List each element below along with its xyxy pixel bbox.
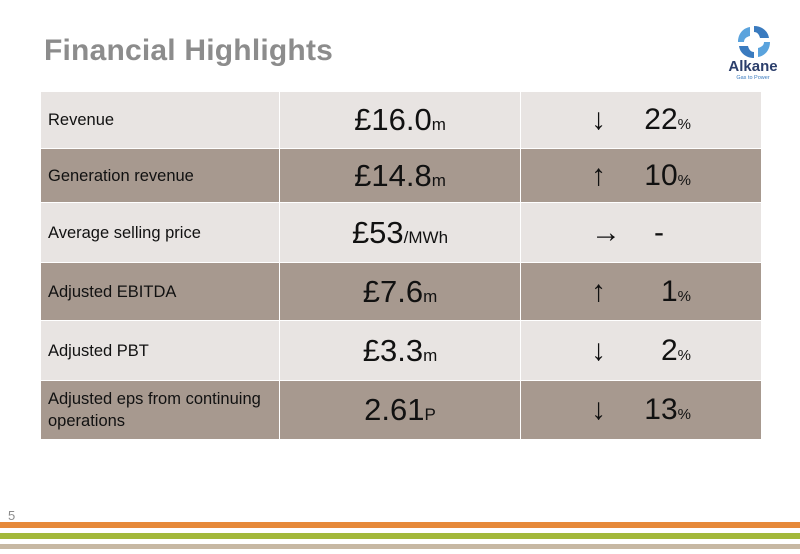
- change-unit: %: [677, 346, 691, 364]
- change-unit: %: [677, 406, 691, 423]
- alkane-logo-icon: [738, 26, 770, 58]
- row-label: Adjusted PBT: [40, 320, 280, 381]
- arrow-right-icon: →: [591, 215, 621, 249]
- change-amount: -: [654, 215, 664, 249]
- row-value: 2.61P: [279, 380, 521, 440]
- value-unit: m: [431, 115, 446, 134]
- change-amount: 2: [660, 333, 678, 367]
- value-unit: m: [431, 170, 446, 190]
- row-change: → -: [520, 202, 762, 263]
- row-change: ↓ 13%: [520, 380, 762, 440]
- change-unit: %: [677, 171, 691, 189]
- value-amount: £3.3: [362, 332, 424, 368]
- arrow-up-icon: ↑: [591, 158, 606, 192]
- value-amount: 2.61: [364, 392, 425, 427]
- arrow-down-icon: ↓: [591, 393, 606, 426]
- row-change: ↓ 22%: [520, 91, 762, 149]
- value-unit: P: [424, 405, 436, 424]
- row-value: £53/MWh: [279, 202, 521, 263]
- table-row: Adjusted eps from continuing operations …: [40, 380, 762, 440]
- footer-stripe-green: [0, 533, 800, 539]
- table-row: Adjusted PBT £3.3m ↓ 2%: [40, 320, 762, 381]
- row-label: Average selling price: [40, 202, 280, 263]
- row-value: £3.3m: [279, 320, 521, 381]
- slide-title: Financial Highlights: [44, 34, 334, 67]
- financial-highlights-table: Revenue £16.0m ↓ 22% Generation revenue £…: [40, 91, 762, 440]
- arrow-up-icon: ↑: [591, 274, 606, 308]
- value-amount: £53: [351, 214, 404, 250]
- row-change: ↓ 2%: [520, 320, 762, 381]
- change-amount: 1: [660, 274, 678, 308]
- table-row: Average selling price £53/MWh → -: [40, 202, 762, 263]
- logo-tagline: Gas to Power: [736, 75, 770, 81]
- row-label: Adjusted EBITDA: [40, 262, 280, 321]
- change-unit: %: [677, 116, 691, 133]
- arrow-down-icon: ↓: [591, 333, 606, 367]
- row-value: £16.0m: [279, 91, 521, 149]
- value-amount: £14.8: [354, 157, 432, 193]
- logo-name: Alkane: [728, 58, 778, 75]
- table-row: Revenue £16.0m ↓ 22%: [40, 91, 762, 149]
- change-amount: 13: [644, 393, 678, 426]
- value-unit: /MWh: [403, 227, 449, 247]
- change-unit: %: [677, 287, 691, 305]
- row-label: Adjusted eps from continuing operations: [40, 380, 280, 440]
- value-unit: m: [423, 286, 438, 306]
- row-label: Revenue: [40, 91, 280, 149]
- footer-stripe-tan: [0, 544, 800, 549]
- value-amount: £16.0: [354, 102, 432, 137]
- company-logo: Alkane Gas to Power: [718, 24, 788, 84]
- value-amount: £7.6: [362, 273, 424, 309]
- value-unit: m: [423, 345, 438, 365]
- row-label: Generation revenue: [40, 148, 280, 203]
- change-amount: 22: [644, 103, 678, 136]
- page-number: 5: [8, 508, 16, 523]
- row-value: £7.6m: [279, 262, 521, 321]
- footer-stripe-orange: [0, 522, 800, 528]
- change-amount: 10: [644, 158, 678, 192]
- row-value: £14.8m: [279, 148, 521, 203]
- table-row: Adjusted EBITDA £7.6m ↑ 1%: [40, 262, 762, 321]
- arrow-down-icon: ↓: [591, 103, 606, 136]
- table-row: Generation revenue £14.8m ↑ 10%: [40, 148, 762, 203]
- row-change: ↑ 1%: [520, 262, 762, 321]
- row-change: ↑ 10%: [520, 148, 762, 203]
